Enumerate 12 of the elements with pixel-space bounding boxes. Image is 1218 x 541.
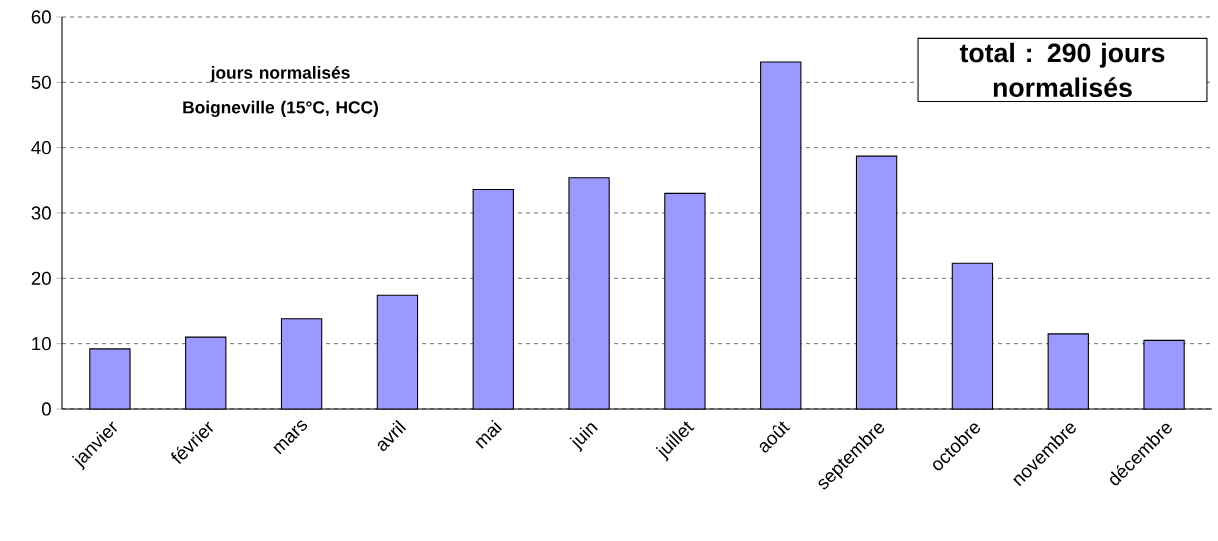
text: jours normalisés Boigneville (15°C, HCC) <box>183 65 378 118</box>
x-tick-label: juin <box>569 423 598 452</box>
y-tick-label: 10 <box>32 337 51 351</box>
y-tick-label: 50 <box>31 75 51 89</box>
y-tick-label: 30 <box>31 206 51 220</box>
y-tick-label: 40 <box>31 141 51 155</box>
y-tick-label: 0 <box>41 402 51 416</box>
annotation: total : 290 jours normalisés <box>959 42 1165 98</box>
y-tick-label: 20 <box>31 271 51 285</box>
y-tick-label: 60 <box>31 10 51 24</box>
x-tick-label: mai <box>475 419 502 449</box>
x-tick-label: avril <box>377 419 407 452</box>
